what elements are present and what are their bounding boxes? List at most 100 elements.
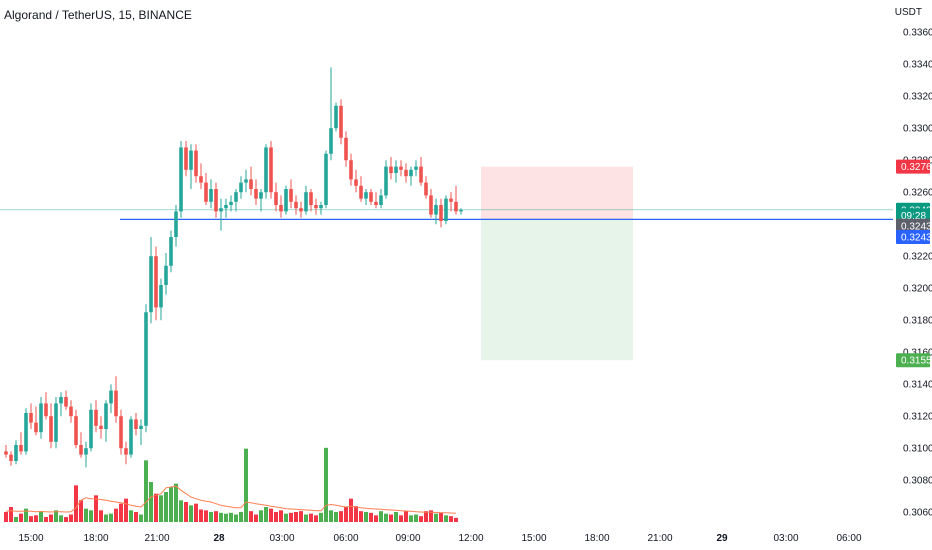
- volume-bar: [64, 517, 68, 522]
- volume-bar: [449, 516, 453, 522]
- candle-body: [169, 237, 173, 266]
- candle: [334, 102, 338, 132]
- candle: [54, 397, 58, 449]
- candle-body: [309, 192, 313, 205]
- candle-body: [89, 409, 93, 449]
- candle-series: [4, 67, 463, 468]
- candle-body: [34, 422, 38, 433]
- volume-bar: [39, 511, 43, 522]
- price-tag-label: 09:28: [901, 211, 926, 222]
- volume-bar: [384, 513, 388, 522]
- candle-body: [99, 425, 103, 429]
- candle-body: [124, 448, 128, 455]
- time-tick-label: 18:00: [83, 533, 108, 544]
- candle-body: [204, 182, 208, 202]
- volume-bar: [49, 514, 53, 522]
- volume-bar: [174, 483, 178, 522]
- price-tag-label: 0.3243: [901, 233, 932, 244]
- candle-body: [44, 403, 48, 417]
- candle: [169, 230, 173, 273]
- time-tick-label: 21:00: [647, 533, 672, 544]
- candle: [44, 392, 48, 420]
- candle: [94, 400, 98, 433]
- candle-body: [359, 185, 363, 199]
- volume-bar: [134, 512, 138, 522]
- price-tag-bg: [896, 230, 930, 244]
- price-tag-label: 0.3243: [901, 221, 932, 232]
- candle-body: [404, 169, 408, 177]
- volume-bar: [129, 510, 133, 522]
- volume-bar: [34, 515, 38, 522]
- candle: [219, 198, 223, 231]
- candle: [209, 179, 213, 209]
- volume-bar: [144, 460, 148, 522]
- candle: [404, 163, 408, 183]
- candle-body: [119, 416, 123, 449]
- volume-bar: [9, 507, 13, 522]
- volume-bar: [194, 503, 198, 522]
- candle: [69, 400, 73, 423]
- candle: [244, 169, 248, 193]
- volume-bar: [69, 514, 73, 522]
- candle-body: [394, 166, 398, 173]
- candle: [299, 201, 303, 218]
- candle: [309, 189, 313, 212]
- volume-bar: [424, 511, 428, 522]
- volume-bar: [454, 517, 458, 522]
- currency-label: USDT: [894, 7, 922, 18]
- volume-bar: [304, 514, 308, 522]
- volume-bar: [419, 516, 423, 522]
- candle-body: [109, 390, 113, 404]
- candle-body: [349, 160, 353, 180]
- candle: [199, 163, 203, 189]
- candle-body: [444, 198, 448, 221]
- volume-bar: [389, 514, 393, 522]
- candle-body: [94, 409, 98, 426]
- long-position-tool[interactable]: [481, 166, 633, 361]
- candle-body: [244, 179, 248, 183]
- volume-bar: [284, 513, 288, 522]
- volume-bar: [359, 511, 363, 522]
- symbol-title[interactable]: Algorand / TetherUS, 15, BINANCE: [4, 8, 192, 22]
- volume-bar: [269, 508, 273, 522]
- candle-body: [174, 211, 178, 237]
- candle: [344, 131, 348, 167]
- candle: [229, 195, 233, 212]
- candle-body: [194, 150, 198, 177]
- candle-body: [209, 189, 213, 202]
- time-tick-label: 18:00: [584, 533, 609, 544]
- candle: [109, 384, 113, 413]
- price-tick-label: 0.3120: [903, 412, 932, 423]
- volume-bar: [229, 512, 233, 522]
- candle: [454, 185, 458, 215]
- volume-bar: [179, 500, 183, 522]
- time-tick-label: 28: [213, 533, 225, 544]
- candle-body: [369, 192, 373, 202]
- candle: [144, 304, 148, 433]
- candle-body: [14, 445, 18, 461]
- price-tick-label: 0.3140: [903, 380, 932, 391]
- volume-bar: [294, 512, 298, 522]
- candle: [409, 166, 413, 186]
- volume-bar: [334, 512, 338, 522]
- candle: [459, 208, 463, 215]
- candle: [399, 160, 403, 177]
- time-tick-label: 06:00: [836, 533, 861, 544]
- price-tag: 0.3243: [896, 218, 932, 233]
- candle: [99, 416, 103, 439]
- candle: [119, 409, 123, 455]
- volume-bar: [149, 482, 153, 522]
- candle: [354, 169, 358, 193]
- volume-bar: [79, 500, 83, 522]
- candle-body: [424, 182, 428, 196]
- candle-body: [64, 397, 68, 407]
- candle-body: [314, 205, 318, 209]
- candle: [349, 153, 353, 186]
- volume-bar: [244, 448, 248, 522]
- candle: [74, 409, 78, 449]
- volume-bar: [214, 511, 218, 522]
- volume-bar: [124, 498, 128, 522]
- time-tick-label: 15:00: [521, 533, 546, 544]
